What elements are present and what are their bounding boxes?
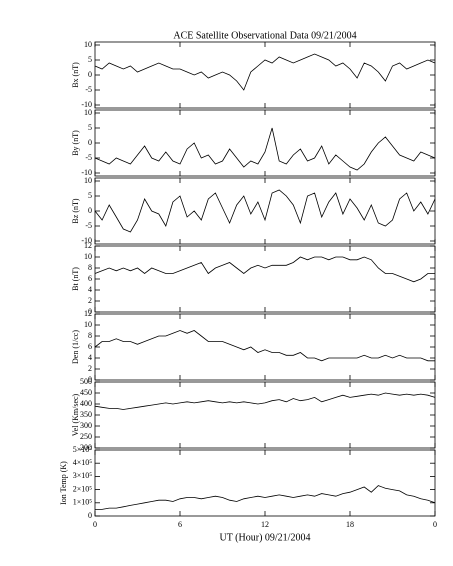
y-tick-label: -10 [81,100,92,109]
y-tick-label: 300 [80,421,92,430]
y-tick-label: 5 [88,191,92,200]
data-line [94,256,435,283]
y-tick-label: 4 [88,353,92,362]
data-line [94,189,436,233]
y-axis-label: Den (1/cc) [71,330,80,364]
y-tick-label: -5 [85,153,92,162]
y-axis-label: Bz (nT) [71,198,80,223]
y-tick-label: 2 [88,296,92,305]
panel-frame [94,109,436,177]
panel-frame [94,313,436,381]
y-axis-label: Vel (Km/sec) [71,393,80,436]
y-tick-label: 0 [88,138,92,147]
y-tick-label: 8 [88,331,92,340]
x-axis-label: UT (Hour) 09/21/2004 [220,532,311,543]
y-axis-label: Bx (nT) [71,62,80,88]
data-line [95,485,436,510]
y-tick-label: 0 [88,511,92,520]
panel-frame [94,177,436,245]
y-tick-label: 5 [88,55,92,64]
y-axis-label: Bt (nT) [71,267,80,291]
panel-frame [94,449,436,517]
x-tick-label: 0 [433,520,437,529]
x-tick-label: 6 [178,520,182,529]
y-tick-label: 500 [80,377,92,386]
data-line [94,392,436,410]
y-tick-label: 0 [88,375,92,384]
y-tick-label: -10 [81,236,92,245]
y-tick-label: 2×10⁵ [73,484,93,493]
y-tick-label: 4×10⁵ [73,458,93,467]
x-tick-label: 18 [346,520,354,529]
panel-frame [94,41,436,109]
y-tick-label: 10 [84,176,92,185]
y-tick-label: 12 [84,309,92,318]
data-line [94,53,436,91]
data-line [94,330,435,362]
y-tick-label: 2 [88,364,92,373]
x-tick-label: 12 [261,520,269,529]
data-line [94,127,436,171]
y-tick-label: 6 [88,342,92,351]
y-tick-label: 0 [88,307,92,316]
y-tick-label: 0 [88,206,92,215]
y-tick-label: 3×10⁵ [73,471,93,480]
y-tick-label: -5 [85,85,92,94]
y-tick-label: 4 [88,285,92,294]
y-tick-label: 400 [80,399,92,408]
y-tick-label: 6 [88,274,92,283]
panel-frame [94,381,436,449]
y-tick-label: 1×10⁵ [73,498,93,507]
y-tick-label: 200 [80,443,92,452]
y-tick-label: 5 [88,123,92,132]
y-tick-label: 10 [84,108,92,117]
y-tick-label: -10 [81,168,92,177]
panel-frame [94,245,436,313]
x-tick-label: 0 [93,520,97,529]
y-tick-label: 10 [84,320,92,329]
y-tick-label: 0 [88,70,92,79]
y-tick-label: -5 [85,221,92,230]
y-tick-label: 350 [80,410,92,419]
y-tick-label: 12 [84,241,92,250]
y-axis-label: By (nT) [71,130,80,156]
y-tick-label: 5×10⁵ [73,445,93,454]
y-tick-label: 250 [80,432,92,441]
y-tick-label: 10 [84,40,92,49]
y-axis-label: Ion Temp (K) [59,461,68,505]
chart-title: ACE Satellite Observational Data 09/21/2… [173,30,356,41]
y-tick-label: 450 [80,388,92,397]
y-tick-label: 8 [88,263,92,272]
y-tick-label: 10 [84,252,92,261]
